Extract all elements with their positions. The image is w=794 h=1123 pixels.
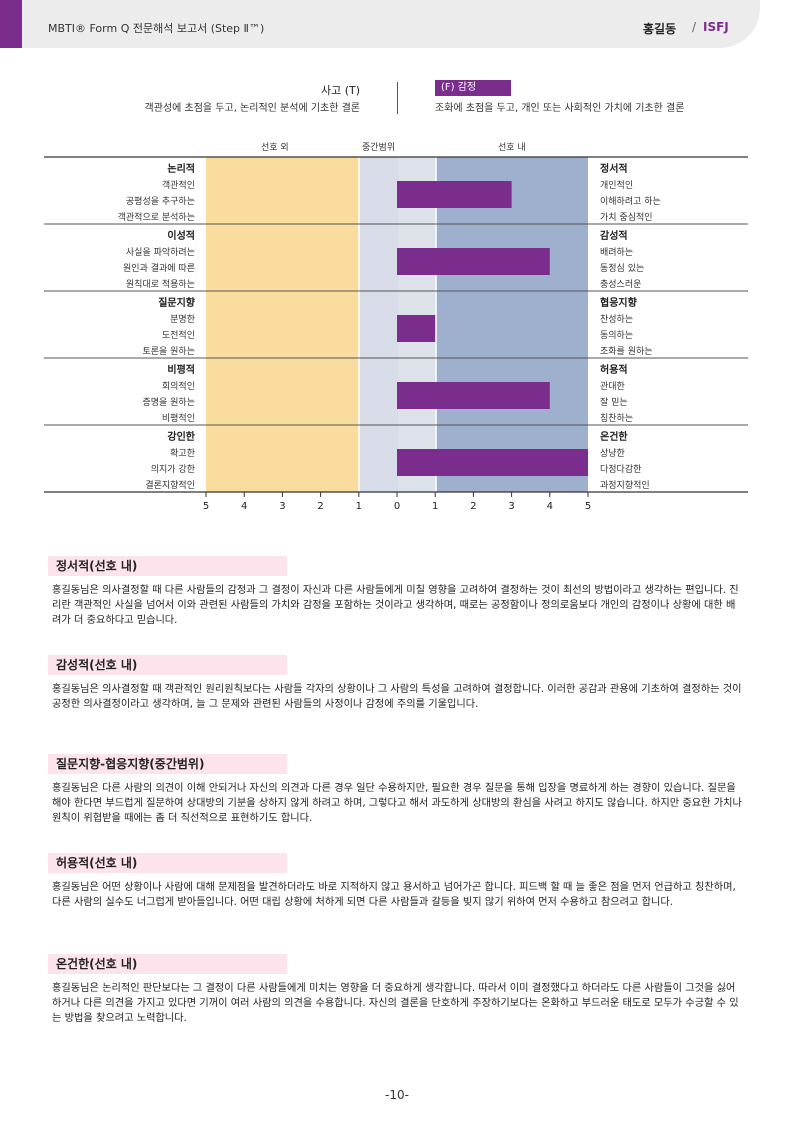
section-heading: 질문지향-협응지향(중간범위) <box>48 754 287 774</box>
scale-label: 5 <box>203 501 209 512</box>
right-facet-item: 충성스러운 <box>600 280 642 290</box>
right-facet-item: 배려하는 <box>600 248 634 258</box>
section-body: 홍길동님은 다른 사람의 의견이 이해 안되거나 자신의 의견과 다른 경우 일… <box>52 783 742 824</box>
right-facet-title: 허용적 <box>600 365 628 376</box>
page-number: -10- <box>385 1088 409 1102</box>
header-accent-bar <box>0 0 22 48</box>
right-facet-item: 과정지향적인 <box>600 481 650 491</box>
section-body: 홍길동님은 어떤 상황이나 사람에 대해 문제점을 발견하더라도 바로 지적하지… <box>52 882 736 908</box>
left-facet-title: 이성적 <box>167 231 195 242</box>
right-facet-item: 상냥한 <box>600 449 625 459</box>
right-facet-item: 잘 믿는 <box>600 398 628 408</box>
zone-in-band <box>436 157 588 492</box>
right-facet-item: 찬성하는 <box>600 315 634 325</box>
scale-label: 4 <box>241 501 247 512</box>
right-facet-item: 조화를 원하는 <box>600 347 653 357</box>
left-facet-item: 공평성을 추구하는 <box>125 197 195 207</box>
section-heading: 허용적(선호 내) <box>48 853 287 873</box>
section-body: 홍길동님은 의사결정할 때 객관적인 원리원칙보다는 사람들 각자의 상황이나 … <box>52 684 742 710</box>
right-facet-item: 개인적인 <box>600 181 634 191</box>
header-band <box>0 0 760 48</box>
left-facet-title: 질문지향 <box>158 298 195 309</box>
scale-label: 4 <box>547 501 553 512</box>
left-facet-title: 비평적 <box>167 365 195 376</box>
facet-bar <box>397 382 550 409</box>
left-facet-item: 분명한 <box>170 315 195 325</box>
right-facet-item: 이해하려고 하는 <box>600 197 661 207</box>
right-facet-item: 동의하는 <box>600 331 634 341</box>
thinking-description: 객관성에 초점을 두고, 논리적인 분석에 기초한 결론 <box>144 103 360 114</box>
thinking-title: 사고 (T) <box>320 84 360 97</box>
left-facet-item: 원인과 결과에 따른 <box>123 264 195 274</box>
facet-bar <box>397 248 550 275</box>
left-facet-item: 회의적인 <box>161 382 195 392</box>
left-facet-title: 강인한 <box>167 432 195 443</box>
right-facet-title: 감성적 <box>600 231 628 242</box>
zone-label-mid: 중간범위 <box>362 143 396 153</box>
left-facet-item: 증명을 원하는 <box>142 398 195 408</box>
feeling-title-badge: (F) 감정 <box>435 80 511 96</box>
left-facet-item: 결론지향적인 <box>145 481 195 491</box>
facet-bar <box>397 181 512 208</box>
left-facet-item: 사실을 파악하려는 <box>125 248 195 258</box>
zone-out-band <box>206 157 359 492</box>
scale-label: 0 <box>394 501 400 512</box>
type-code: ISFJ <box>703 20 729 34</box>
left-facet-item: 도전적인 <box>161 331 195 341</box>
section-body: 홍길동님은 의사결정할 때 다른 사람들의 감정과 그 결정이 자신과 다른 사… <box>52 585 739 626</box>
header-separator: / <box>692 20 697 34</box>
left-facet-item: 의지가 강한 <box>150 465 195 475</box>
section-heading: 온건한(선호 내) <box>48 954 287 974</box>
facet-bar <box>397 449 588 476</box>
right-facet-title: 정서적 <box>600 164 628 175</box>
dichotomy-divider <box>397 82 398 114</box>
right-facet-item: 가치 중심적인 <box>600 213 653 223</box>
zone-label-out: 선호 외 <box>261 143 289 153</box>
section-heading: 감성적(선호 내) <box>48 655 287 675</box>
scale-label: 1 <box>356 501 362 512</box>
report-title: MBTI® Form Q 전문해석 보고서 (Step Ⅱ™) <box>48 22 265 35</box>
left-facet-item: 비평적인 <box>161 414 195 424</box>
left-facet-item: 확고한 <box>170 449 195 459</box>
scale-label: 3 <box>279 501 285 512</box>
left-facet-item: 원칙대로 적용하는 <box>125 280 195 290</box>
scale-label: 2 <box>317 501 323 512</box>
right-facet-title: 온건한 <box>600 432 628 443</box>
left-facet-item: 객관적인 <box>161 181 195 191</box>
zone-label-in: 선호 내 <box>498 143 526 153</box>
section-body: 홍길동님은 논리적인 판단보다는 그 결정이 다른 사람들에게 미치는 영향을 … <box>52 983 739 1024</box>
section-heading: 정서적(선호 내) <box>48 556 287 576</box>
scale-label: 2 <box>470 501 476 512</box>
scale-label: 5 <box>585 501 591 512</box>
left-facet-item: 객관적으로 분석하는 <box>117 213 195 223</box>
left-facet-title: 논리적 <box>167 164 195 175</box>
right-facet-item: 관대한 <box>600 382 625 392</box>
right-facet-item: 동정심 있는 <box>600 264 645 274</box>
scale-label: 1 <box>432 501 438 512</box>
left-facet-item: 토론을 원하는 <box>142 347 195 357</box>
right-facet-item: 칭찬하는 <box>600 414 634 424</box>
page-header: MBTI® Form Q 전문해석 보고서 (Step Ⅱ™) 홍길동 / IS… <box>0 0 794 48</box>
feeling-description: 조화에 초점을 두고, 개인 또는 사회적인 가치에 기초한 결론 <box>435 103 685 114</box>
person-name: 홍길동 <box>643 22 677 36</box>
right-facet-item: 다정다감한 <box>600 465 642 475</box>
right-facet-title: 협응지향 <box>600 298 637 309</box>
facet-bar <box>397 315 436 342</box>
scale-label: 3 <box>508 501 514 512</box>
